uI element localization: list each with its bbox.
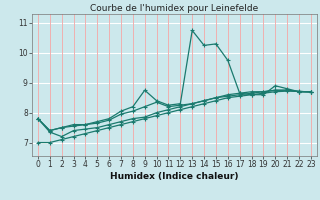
X-axis label: Humidex (Indice chaleur): Humidex (Indice chaleur) [110, 172, 239, 181]
Title: Courbe de l'humidex pour Leinefelde: Courbe de l'humidex pour Leinefelde [90, 4, 259, 13]
